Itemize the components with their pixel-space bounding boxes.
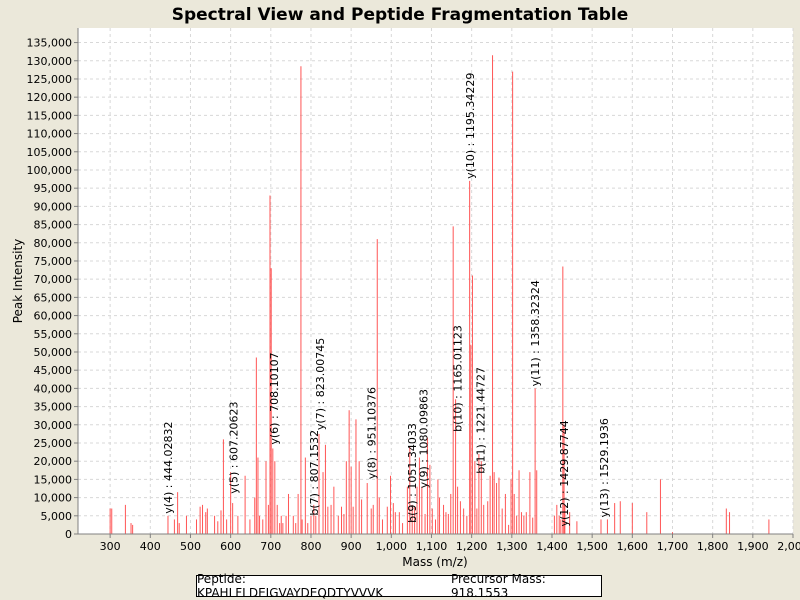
- fragment-label: y(11) : 1358.32324: [529, 280, 542, 386]
- x-tick-label: 1,600: [617, 540, 649, 553]
- fragment-label: y(8) : 951.10376: [366, 387, 379, 479]
- x-tick-label: 1,800: [697, 540, 729, 553]
- x-tick-label: 1,300: [496, 540, 528, 553]
- fragment-label: b(10) : 1165.01123: [452, 325, 465, 432]
- x-tick-label: 400: [140, 540, 161, 553]
- fragment-label: y(9) : 1080.09863: [417, 389, 430, 488]
- fragment-label: y(7) : 823.00745: [314, 338, 327, 430]
- fragment-annotations: y(4) : 444.02832 y(5) : 607.20623 y(6) : 7…: [162, 73, 611, 527]
- x-tick-label: 1,500: [576, 540, 608, 553]
- y-tick-label: 60,000: [34, 310, 73, 323]
- y-tick-label: 135,000: [27, 37, 73, 50]
- x-tick-label: 500: [180, 540, 201, 553]
- y-tick-label: 55,000: [34, 328, 73, 341]
- x-tick-label: 2,000: [777, 540, 800, 553]
- fragment-label: y(12) : 1429.87744: [558, 420, 571, 526]
- x-tick-label: 1,200: [456, 540, 488, 553]
- y-tick-label: 120,000: [27, 91, 73, 104]
- grid-lines: [78, 28, 794, 534]
- x-axis-label: Mass (m/z): [402, 555, 467, 569]
- x-tick-label: 1,400: [536, 540, 568, 553]
- fragment-label: b(7) : 807.1532: [308, 430, 321, 516]
- spectrum-chart: Spectral View and Peptide Fragmentation …: [11, 5, 800, 569]
- y-tick-label: 105,000: [27, 146, 73, 159]
- y-tick-label: 40,000: [34, 382, 73, 395]
- fragment-label: y(10) : 1195.34229: [464, 73, 477, 179]
- fragment-label: y(4) : 444.02832: [162, 422, 175, 514]
- x-tick-label: 1,100: [416, 540, 448, 553]
- y-tick-label: 20,000: [34, 455, 73, 468]
- y-tick-label: 75,000: [34, 255, 73, 268]
- y-tick-label: 90,000: [34, 200, 73, 213]
- x-tick-label: 900: [341, 540, 362, 553]
- y-tick-label: 15,000: [34, 473, 73, 486]
- y-tick-label: 65,000: [34, 291, 73, 304]
- y-tick-label: 100,000: [27, 164, 73, 177]
- fragment-label: y(6) : 708.10107: [268, 352, 281, 444]
- x-tick-label: 800: [300, 540, 321, 553]
- y-tick-label: 80,000: [34, 237, 73, 250]
- peak-bars: [109, 55, 770, 534]
- x-tick-label: 1,900: [737, 540, 769, 553]
- y-tick-label: 115,000: [27, 109, 73, 122]
- x-tick-label: 300: [100, 540, 121, 553]
- y-tick-label: 0: [65, 528, 72, 541]
- fragment-label: y(13) : 1529.1936: [598, 418, 611, 517]
- x-tick-label: 1,000: [376, 540, 408, 553]
- precursor-mass: Precursor Mass: 918.1553: [450, 572, 546, 600]
- y-tick-label: 70,000: [34, 273, 73, 286]
- chart-title: Spectral View and Peptide Fragmentation …: [172, 5, 629, 25]
- y-tick-label: 110,000: [27, 128, 73, 141]
- x-axis-ticks: 300 400 500 600 700 800 900 1,000 1,100 1,200 1,30…: [100, 534, 800, 553]
- plot-area: [78, 28, 793, 534]
- y-axis-ticks: 0 5,000 10,000 15,000 20,000 25,000 30,000 35,0…: [27, 37, 78, 541]
- x-tick-label: 600: [220, 540, 241, 553]
- fragment-label: b(11) : 1221.44727: [474, 367, 487, 474]
- peptide-info-box: Peptide: KPAHLFLDEIGVAYDEQDTYVVVK Precur…: [196, 572, 602, 600]
- y-tick-label: 125,000: [27, 73, 73, 86]
- x-tick-label: 1,700: [657, 540, 689, 553]
- y-tick-label: 95,000: [34, 182, 73, 195]
- peptide-sequence: Peptide: KPAHLFLDEIGVAYDEQDTYVVVK: [197, 572, 384, 600]
- fragment-label: y(5) : 607.20623: [228, 401, 241, 493]
- y-axis-label: Peak Intensity: [11, 239, 25, 324]
- y-tick-label: 5,000: [41, 510, 73, 523]
- y-tick-label: 30,000: [34, 419, 73, 432]
- y-tick-label: 35,000: [34, 401, 73, 414]
- y-tick-label: 50,000: [34, 346, 73, 359]
- y-tick-label: 45,000: [34, 364, 73, 377]
- fragment-label: b(9) : 1051.34033: [406, 423, 419, 523]
- y-tick-label: 10,000: [34, 492, 73, 505]
- y-tick-label: 85,000: [34, 219, 73, 232]
- y-tick-label: 130,000: [27, 55, 73, 68]
- x-tick-label: 700: [260, 540, 281, 553]
- y-tick-label: 25,000: [34, 437, 73, 450]
